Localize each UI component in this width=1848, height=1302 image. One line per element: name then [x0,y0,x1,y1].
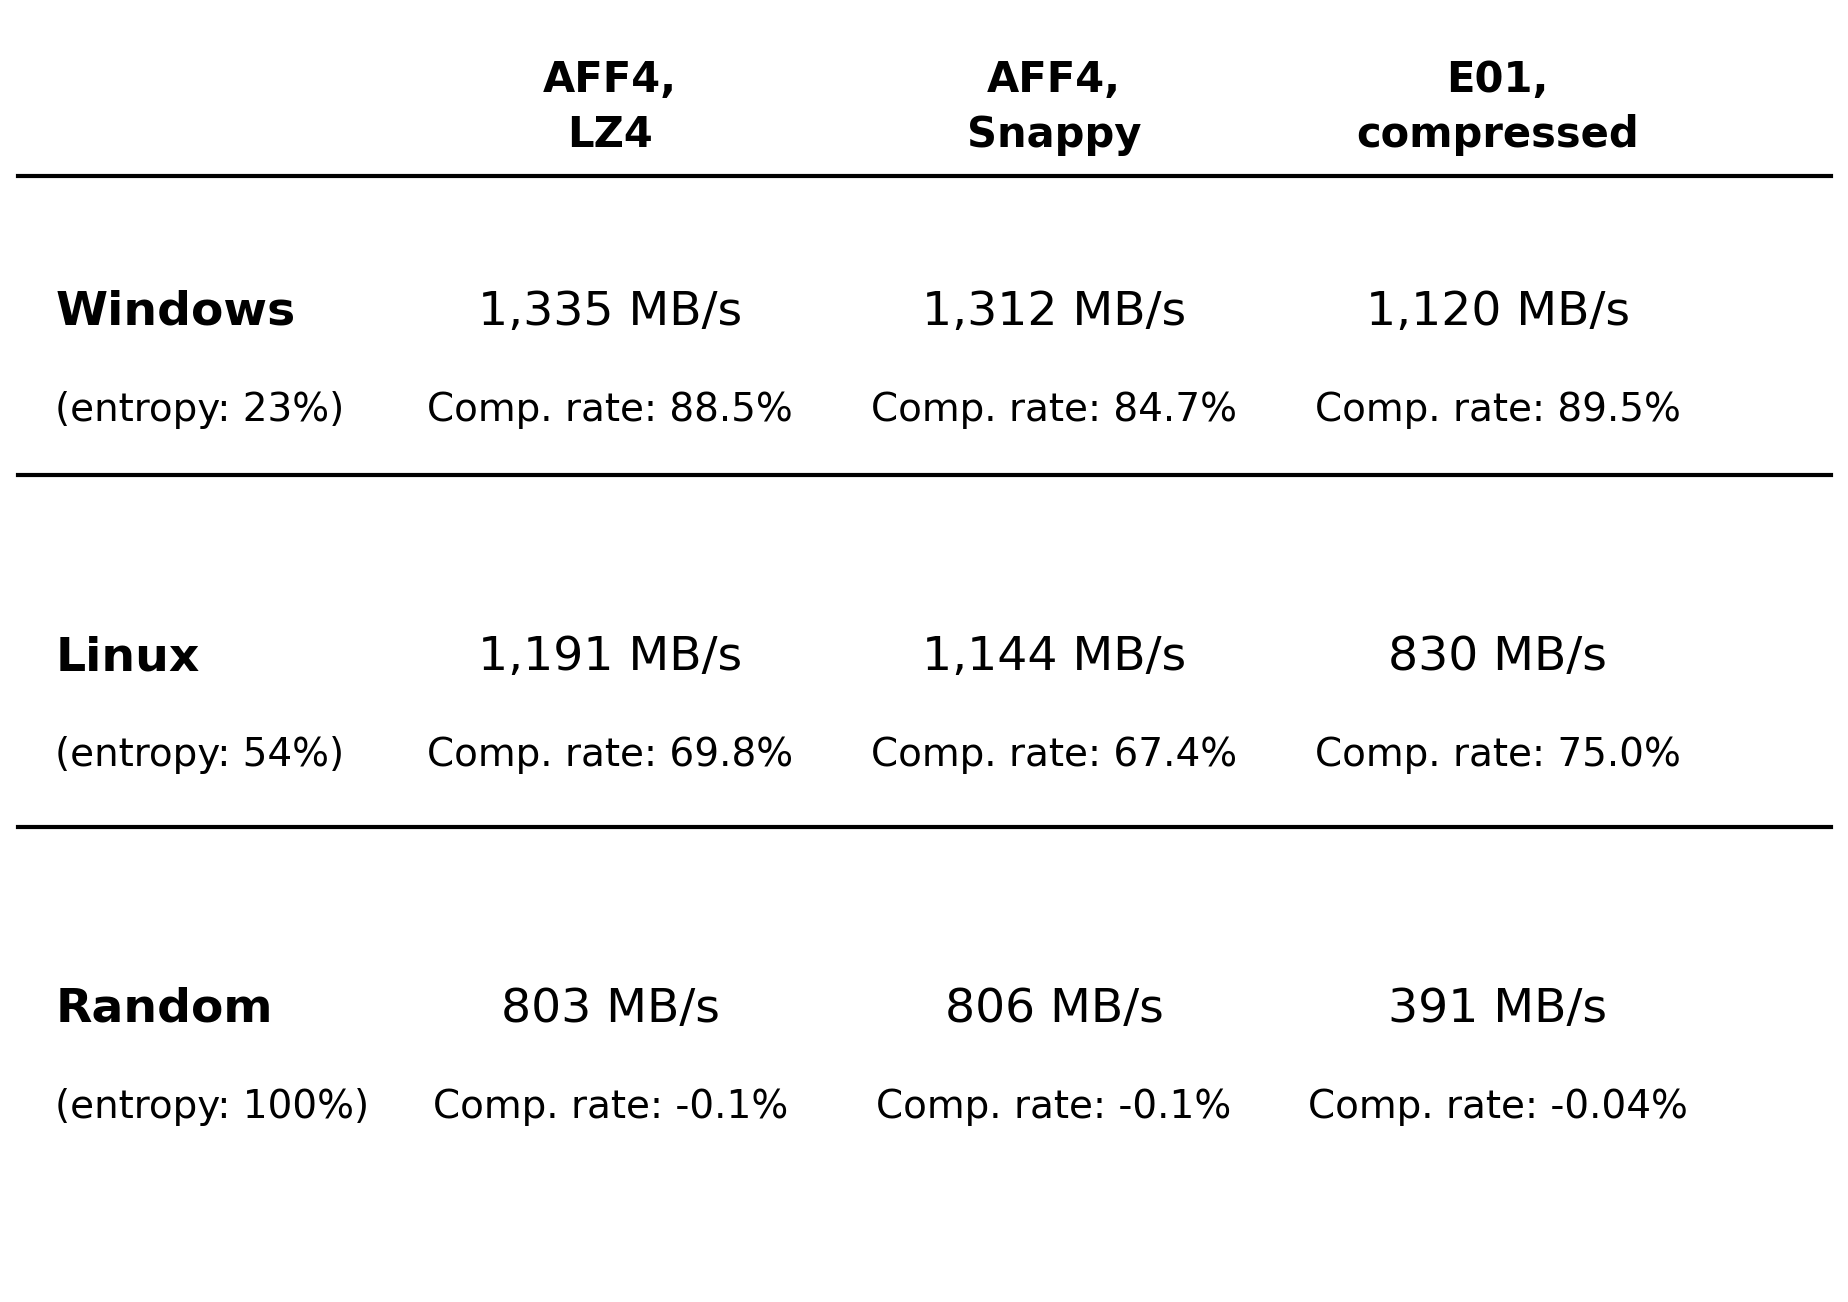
Text: 1,144 MB/s: 1,144 MB/s [922,635,1185,680]
Text: Comp. rate: 67.4%: Comp. rate: 67.4% [870,736,1236,775]
Text: 803 MB/s: 803 MB/s [501,987,719,1031]
Text: 806 MB/s: 806 MB/s [944,987,1162,1031]
Text: Windows: Windows [55,290,296,335]
Text: E01,
compressed: E01, compressed [1356,59,1637,156]
Text: 830 MB/s: 830 MB/s [1388,635,1606,680]
Text: (entropy: 54%): (entropy: 54%) [55,736,344,775]
Text: 391 MB/s: 391 MB/s [1388,987,1606,1031]
Text: Comp. rate: -0.1%: Comp. rate: -0.1% [432,1087,787,1126]
Text: Comp. rate: 75.0%: Comp. rate: 75.0% [1314,736,1680,775]
Text: Comp. rate: 84.7%: Comp. rate: 84.7% [870,391,1236,430]
Text: Comp. rate: 89.5%: Comp. rate: 89.5% [1314,391,1680,430]
Text: Comp. rate: 69.8%: Comp. rate: 69.8% [427,736,793,775]
Text: (entropy: 100%): (entropy: 100%) [55,1087,370,1126]
Text: 1,335 MB/s: 1,335 MB/s [479,290,741,335]
Text: Comp. rate: -0.04%: Comp. rate: -0.04% [1307,1087,1687,1126]
Text: 1,120 MB/s: 1,120 MB/s [1366,290,1628,335]
Text: AFF4,
LZ4: AFF4, LZ4 [543,59,676,156]
Text: Comp. rate: 88.5%: Comp. rate: 88.5% [427,391,793,430]
Text: Comp. rate: -0.1%: Comp. rate: -0.1% [876,1087,1231,1126]
Text: Linux: Linux [55,635,200,680]
Text: Random: Random [55,987,274,1031]
Text: (entropy: 23%): (entropy: 23%) [55,391,344,430]
Text: AFF4,
Snappy: AFF4, Snappy [967,59,1140,156]
Text: 1,312 MB/s: 1,312 MB/s [922,290,1185,335]
Text: 1,191 MB/s: 1,191 MB/s [479,635,741,680]
